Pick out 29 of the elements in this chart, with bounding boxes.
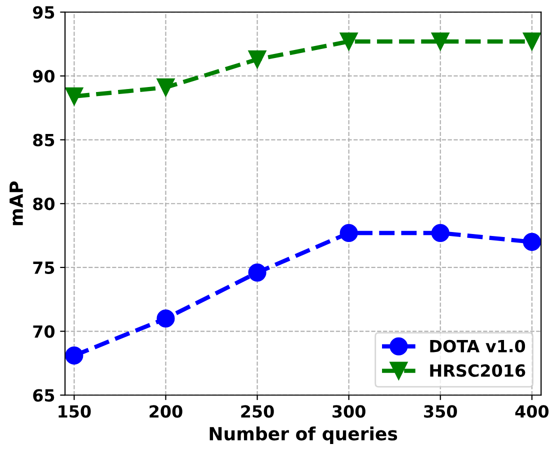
point [522,32,541,51]
y-axis-title: mAP [10,181,23,226]
x-axis-title: Number of queries [210,426,398,444]
x-tick-label: 400 [515,405,549,418]
point [248,264,266,282]
point [248,50,266,68]
legend-label: DOTA v1.0 [430,340,526,352]
point [65,346,84,365]
y-tick-label: 65 [33,389,54,402]
y-tick-label: 70 [33,325,54,338]
x-tick-label: 300 [332,405,366,418]
point [65,87,84,106]
x-tick-label: 350 [424,405,457,418]
x-tick-label: 150 [58,405,91,418]
x-tick-label: 250 [241,405,274,418]
y-tick-label: 85 [33,134,54,146]
x-tick-label: 200 [150,405,182,418]
point [431,224,450,242]
point [431,32,450,51]
point [156,78,175,96]
point [522,232,541,251]
y-tick-label: 90 [32,70,54,83]
legend-label: HRSC2016 [430,364,526,377]
y-tick-label: 80 [33,198,54,210]
y-tick-label: 75 [33,262,54,274]
point [340,224,358,242]
y-tick-label: 95 [32,6,54,19]
point [156,309,175,328]
point [340,32,358,51]
